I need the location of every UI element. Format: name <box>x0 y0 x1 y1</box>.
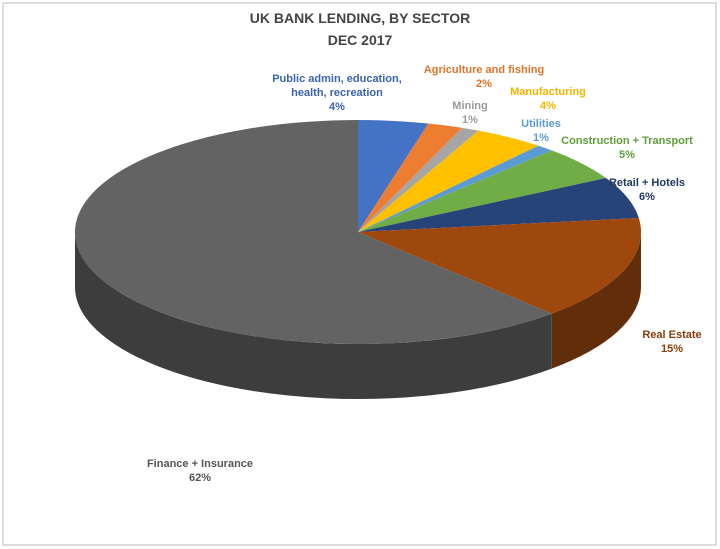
data-label: Agriculture and fishing 2% <box>414 63 554 91</box>
value-label: 1% <box>462 114 478 126</box>
category-label: Public admin, education, health, recreat… <box>272 73 402 99</box>
slice <box>358 120 429 232</box>
data-label: Real Estate 15% <box>622 328 720 356</box>
slice <box>358 178 639 232</box>
data-label: Utilities 1% <box>501 117 581 145</box>
data-label: Finance + Insurance 62% <box>125 457 275 485</box>
slice-side <box>75 232 552 400</box>
data-label: Construction + Transport 5% <box>552 134 702 162</box>
value-label: 1% <box>533 132 549 144</box>
category-label: Manufacturing <box>510 86 586 98</box>
slice-side <box>551 232 641 369</box>
category-label: Agriculture and fishing <box>423 64 545 76</box>
value-label: 4% <box>540 100 556 112</box>
category-label: Mining <box>452 100 488 112</box>
data-label: Manufacturing 4% <box>488 85 608 113</box>
data-label: Public admin, education, health, recreat… <box>267 72 407 114</box>
value-label: 62% <box>188 472 212 484</box>
data-label: Mining 1% <box>430 99 510 127</box>
value-label: 2% <box>476 78 492 90</box>
slice <box>358 127 479 232</box>
category-label: Construction + Transport <box>561 135 693 147</box>
data-label: Retail + Hotels 6% <box>592 176 702 204</box>
chart-title: UK BANK LENDING, BY SECTOR <box>249 10 471 26</box>
value-label: 5% <box>619 149 635 161</box>
slice <box>358 150 606 232</box>
category-label: Real Estate <box>642 329 702 341</box>
slice <box>358 123 463 232</box>
category-label: Retail + Hotels <box>608 177 686 189</box>
value-label: 15% <box>660 343 684 355</box>
slice <box>358 145 552 232</box>
value-label: 6% <box>639 191 655 203</box>
category-label: Finance + Insurance <box>146 458 254 470</box>
slice <box>358 130 539 232</box>
value-label: 4% <box>329 101 345 113</box>
slice <box>358 217 641 314</box>
slice <box>75 120 552 345</box>
chart-subtitle: DEC 2017 <box>327 32 393 48</box>
category-label: Utilities <box>521 118 561 130</box>
